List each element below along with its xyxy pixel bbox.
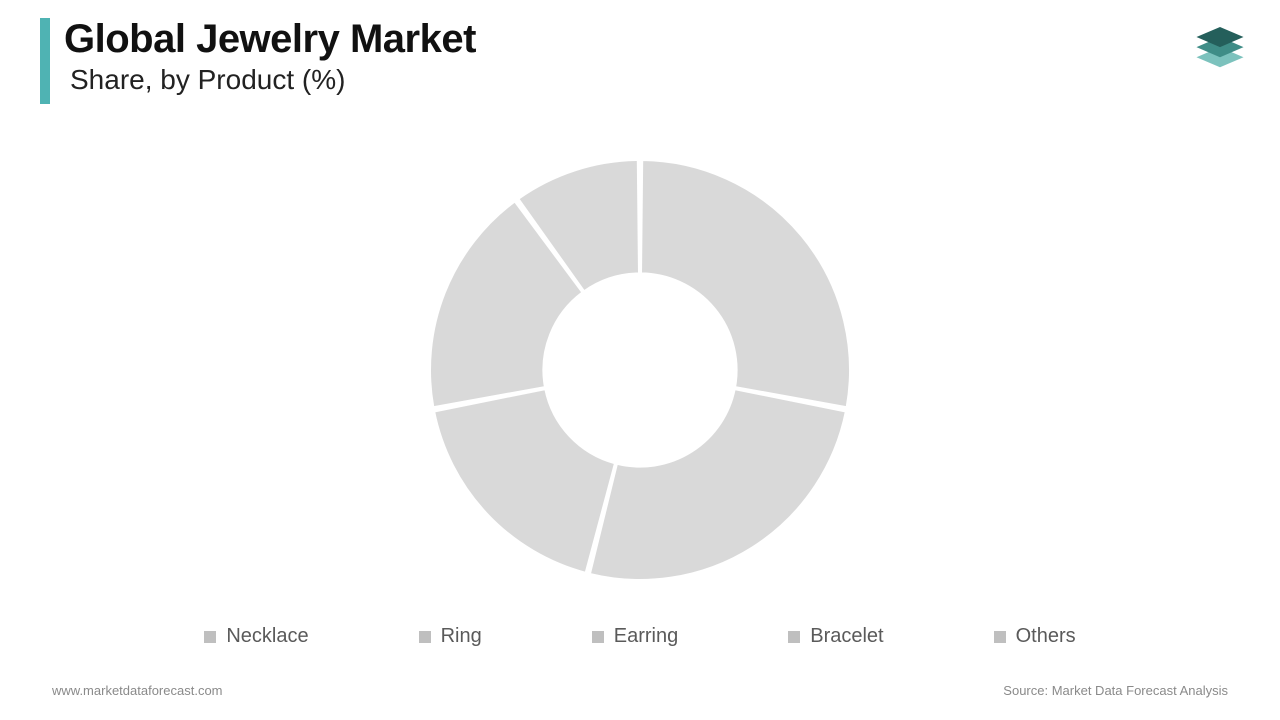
accent-bar — [40, 18, 50, 104]
legend: Necklace Ring Earring Bracelet Others — [0, 625, 1280, 648]
legend-item-necklace: Necklace — [204, 625, 308, 648]
donut-slice-ring — [590, 389, 846, 580]
legend-label: Bracelet — [810, 625, 883, 648]
legend-item-earring: Earring — [592, 625, 678, 648]
donut-slice-earring — [434, 389, 615, 573]
legend-label: Necklace — [226, 625, 308, 648]
page-title: Global Jewelry Market — [64, 18, 476, 60]
page-subtitle: Share, by Product (%) — [70, 64, 476, 96]
brand-logo-icon — [1192, 18, 1248, 74]
logo-layers-icon — [1196, 27, 1243, 67]
legend-label: Earring — [614, 625, 678, 648]
footer-url: www.marketdataforecast.com — [52, 683, 223, 698]
header: Global Jewelry Market Share, by Product … — [40, 18, 476, 104]
donut-slice-necklace — [641, 160, 850, 407]
legend-item-others: Others — [994, 625, 1076, 648]
legend-label: Ring — [441, 625, 482, 648]
legend-item-bracelet: Bracelet — [788, 625, 883, 648]
legend-swatch-icon — [994, 631, 1006, 643]
footer-source: Source: Market Data Forecast Analysis — [1003, 683, 1228, 698]
legend-label: Others — [1016, 625, 1076, 648]
page-root: Global Jewelry Market Share, by Product … — [0, 0, 1280, 720]
legend-swatch-icon — [592, 631, 604, 643]
legend-swatch-icon — [419, 631, 431, 643]
donut-chart — [0, 140, 1280, 600]
legend-swatch-icon — [788, 631, 800, 643]
legend-swatch-icon — [204, 631, 216, 643]
legend-item-ring: Ring — [419, 625, 482, 648]
title-block: Global Jewelry Market Share, by Product … — [64, 18, 476, 96]
